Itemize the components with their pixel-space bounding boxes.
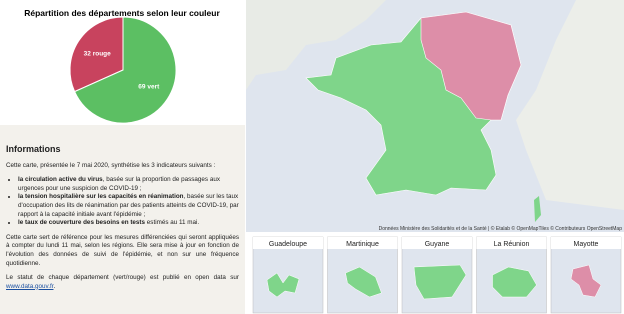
inset-title: Guadeloupe [269,241,307,248]
inset-shape [413,264,467,300]
text: estimés au 11 mai. [145,219,200,227]
inset-frame [252,236,324,314]
attribution: Données Ministère des Solidarités et de … [379,225,623,232]
inset-title: Guyane [425,241,450,248]
map: Données Ministère des Solidarités et de … [246,0,624,314]
paragraph: Cette carte sert de référence pour les m… [6,233,239,267]
bullet: la tension hospitalière sur les capacité… [18,193,239,219]
inset-title: Martinique [346,241,379,248]
info: Informations Cette carte, présentée le 7… [6,145,239,297]
text: . [53,282,56,290]
corsica [534,196,541,222]
inset-shape [266,272,300,298]
red-zone [420,11,522,121]
text: , basée sur les taux d'occupation des li… [18,193,239,218]
bullets: la circulation active du virus, basée su… [6,176,239,228]
text: , basée sur la proportion de passages au… [18,176,220,192]
value-label: 32 rouge [84,50,111,57]
pie-slice [69,16,124,93]
bullet: la circulation active du virus, basée su… [18,176,239,193]
inset-header [253,237,323,249]
link[interactable]: www.data.gouv.fr [6,282,54,290]
insets: Guadeloupe Martinique Guyane La Réunion Mayo… [252,236,622,314]
side-panel: Répartition des départements selon leur … [0,0,245,314]
text: Le statut de chaque département (vert/ro… [6,274,239,282]
bold: la tension hospitalière sur les capacité… [18,193,184,201]
bold: la circulation active du virus [18,176,103,184]
chart-panel: Répartition des départements selon leur … [0,0,245,125]
inset-header [476,237,547,249]
chart-title: Répartition des départements selon leur … [24,8,220,18]
inset-shape [492,266,537,298]
inset-title: La Réunion [494,241,530,248]
inset-title: Mayotte [574,241,599,248]
intro: Cette carte, présentée le 7 mai 2020, sy… [6,161,216,169]
land [246,0,386,90]
inset-shape [345,266,382,298]
land [516,0,624,210]
info-title: Informations [6,144,61,154]
inset-header [402,237,472,249]
pie-slice [73,16,177,124]
bold: le taux de couverture des besoins en tes… [18,219,146,227]
inset-shape [570,264,602,298]
inset-header [551,237,621,249]
inset-header [327,237,398,249]
status: Le statut de chaque département (vert/ro… [6,274,239,291]
pie-chart: Répartition des départements selon leur … [24,8,220,124]
value-label: 69 vert [138,84,160,91]
bullet: le taux de couverture des besoins en tes… [18,219,239,228]
